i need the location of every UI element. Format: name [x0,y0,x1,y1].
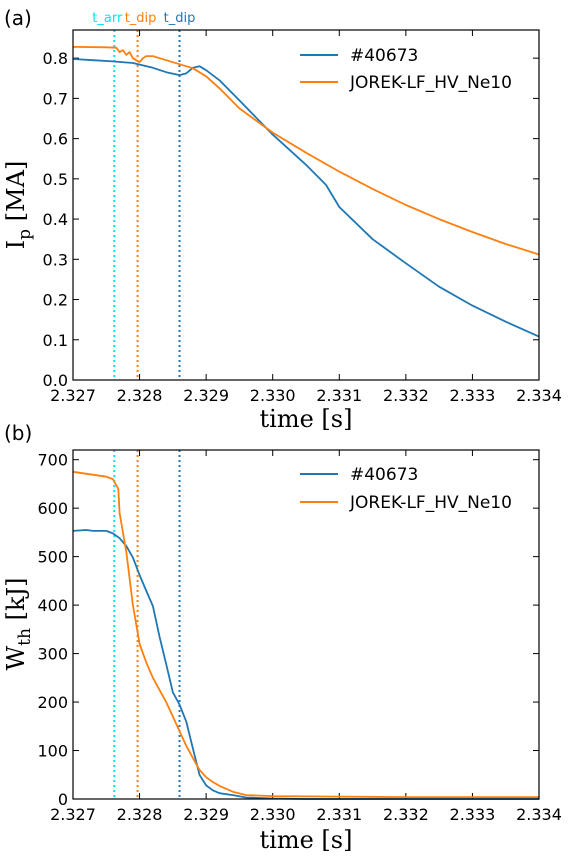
panel-a-plot-frame [72,29,540,381]
panel-b-x-tick-label: 2.334 [516,805,562,824]
panel-b-series-sim-line [72,470,539,798]
panel-a-legend-label-sim: JOREK-LF_HV_Ne10 [349,73,512,93]
panel-b-x-tick-label: 2.328 [117,805,163,824]
panel-b-legend-label-sim: JOREK-LF_HV_Ne10 [349,493,512,513]
panel-a-marker-label: t_arr [92,11,123,26]
panel-a-y-tick-label: 0.5 [43,170,68,189]
panel-b-y-tick-label: 200 [37,693,68,712]
panel-b-x-tick-label: 2.330 [250,805,296,824]
panel-a-y-tick-label: 0.3 [43,250,68,269]
panel-b-x-tick-label: 2.332 [383,805,429,824]
panel-b: (b) time [s] Wth [kJ] 2.327 2.328 2.329 2.3… [2,421,562,854]
panel-a-y-tick-label: 0.7 [43,89,68,108]
panel-b-y-tick-label: 0 [58,790,68,809]
panel-b-x-tick-label: 2.329 [183,805,229,824]
panel-a-y-tick-label: 0.2 [43,291,68,310]
panel-b-x-tick-label: 2.331 [316,805,362,824]
panel-a-legend: #40673 JOREK-LF_HV_Ne10 [300,46,512,93]
panel-b-y-tick-label: 600 [37,499,68,518]
panel-b-series-exp-line [72,529,539,800]
panel-b-y-tick-label: 100 [37,742,68,761]
panel-a-series-exp-line [72,58,540,338]
panel-a-y-tick-label: 0.6 [43,130,68,149]
panel-b-x-tick-label: 2.327 [50,805,96,824]
panel-b-y-tick-label: 700 [37,451,68,470]
panel-a-x-tick-label: 2.327 [50,386,96,405]
panel-a-y-axis-title: Ip [MA] [2,161,35,250]
panel-b-plot-frame [72,449,540,800]
panel-a-y-tick-label: 0.1 [43,331,68,350]
panel-b-x-tick-label: 2.333 [450,805,496,824]
panel-b-y-tick-label: 300 [37,645,68,664]
panel-b-legend-label-exp: #40673 [350,465,418,485]
panel-a-marker-label: t_dip [164,11,196,26]
panel-b-label: (b) [4,421,32,445]
panel-a-x-tick-label: 2.334 [516,386,562,405]
panel-a-x-tick-label: 2.330 [250,386,296,405]
panel-a-y-tick-label: 0.8 [43,49,68,68]
panel-b-x-axis-title: time [s] [260,826,353,854]
panel-a-x-tick-label: 2.333 [450,386,496,405]
panel-b-y-axis-title: Wth [kJ] [2,578,35,671]
panel-a-marker-label: t_dip [125,11,157,26]
panel-a-y-tick-label: 0.4 [43,210,68,229]
panel-a-x-axis-title: time [s] [260,405,353,433]
panel-a-legend-label-exp: #40673 [350,46,418,66]
panel-b-y-tick-label: 400 [37,596,68,615]
panel-a-label: (a) [4,6,32,30]
panel-b-legend: #40673 JOREK-LF_HV_Ne10 [300,465,512,513]
panel-a-x-tick-label: 2.332 [383,386,429,405]
panel-a-x-tick-label: 2.329 [183,386,229,405]
panel-a-y-tick-label: 0.0 [43,371,68,390]
panel-a-series-sim-line [72,46,540,256]
panel-a-x-tick-label: 2.331 [316,386,362,405]
panel-b-y-tick-label: 500 [37,548,68,567]
panel-a: (a) time [s] Ip [MA] 2.327 2.328 2.329 2.33… [2,6,562,433]
panel-a-x-tick-label: 2.328 [117,386,163,405]
